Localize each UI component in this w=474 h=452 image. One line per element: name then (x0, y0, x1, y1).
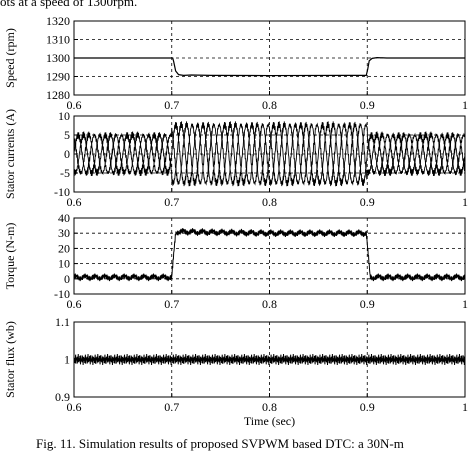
panel1-y-tick-label: 1280 (46, 88, 70, 102)
panel4-x-tick-label: 1 (462, 400, 468, 414)
stator-current-phase-1-line (73, 121, 466, 187)
panel1-x-tick-label: 1 (462, 98, 468, 112)
panel4-x-tick-label: 0.9 (360, 400, 375, 414)
stator-current-phase-3-line (73, 121, 466, 187)
panel4-y-axis-label: Stator flux (wb) (3, 321, 17, 398)
panel2-y-axis-label: Stator currents (A) (3, 109, 17, 199)
panel3-y-tick-label: -10 (54, 287, 70, 301)
figure-caption: Fig. 11. Simulation results of proposed … (36, 436, 404, 451)
panel2-y-tick-label: 5 (64, 128, 70, 142)
panel1-y-tick-label: 1290 (46, 70, 70, 84)
panel4-x-tick-label: 0.7 (164, 400, 179, 414)
panel2-x-tick-label: 0.8 (262, 195, 277, 209)
panel3-x-tick-label: 0.7 (164, 297, 179, 311)
panel4-x-axis-label: Time (sec) (244, 414, 295, 428)
speed-series-line (74, 57, 465, 77)
panel1-y-tick-label: 1310 (46, 33, 70, 47)
panel3-y-axis-label: Torque (N-m) (3, 223, 17, 290)
panel2-x-tick-label: 0.7 (164, 195, 179, 209)
panel2-y-tick-label: 0 (64, 147, 70, 161)
panel1-y-axis-label: Speed (rpm) (3, 28, 17, 88)
panel3-x-tick-label: 0.9 (360, 297, 375, 311)
stator-flux-series-line (73, 353, 466, 366)
panel1-y-tick-label: 1320 (46, 14, 70, 28)
stator-current-phase-2-line (73, 121, 466, 187)
panel3-x-tick-label: 0.8 (262, 297, 277, 311)
panel3-y-tick-label: 20 (58, 241, 70, 255)
panel1-x-tick-label: 0.6 (67, 98, 82, 112)
panel4-y-tick-label: 1 (64, 353, 70, 367)
panel2-x-tick-label: 1 (462, 195, 468, 209)
panel4-y-tick-label: 1.1 (55, 315, 70, 329)
panel3-y-tick-label: 0 (64, 272, 70, 286)
panel3-x-tick-label: 1 (462, 297, 468, 311)
panel2-y-tick-label: 10 (58, 109, 70, 123)
panel2-y-tick-label: -5 (60, 166, 70, 180)
caption-top: ots at a speed of 1300rpm. (0, 0, 138, 9)
panel3-x-tick-label: 0.6 (67, 297, 82, 311)
torque-series-line (73, 227, 466, 282)
panel1-x-tick-label: 0.9 (360, 98, 375, 112)
panel1-x-tick-label: 0.8 (262, 98, 277, 112)
panel2-y-tick-label: -10 (54, 185, 70, 199)
panel2-x-tick-label: 0.6 (67, 195, 82, 209)
panel2-x-tick-label: 0.9 (360, 195, 375, 209)
panel1-x-tick-label: 0.7 (164, 98, 179, 112)
panel1-y-tick-label: 1300 (46, 51, 70, 65)
panel4-x-tick-label: 0.8 (262, 400, 277, 414)
panel3-y-tick-label: 10 (58, 257, 70, 271)
panel3-y-tick-label: 30 (58, 226, 70, 240)
panel4-x-tick-label: 0.6 (67, 400, 82, 414)
panel4-y-tick-label: 0.9 (55, 390, 70, 404)
panel3-y-tick-label: 40 (58, 211, 70, 225)
